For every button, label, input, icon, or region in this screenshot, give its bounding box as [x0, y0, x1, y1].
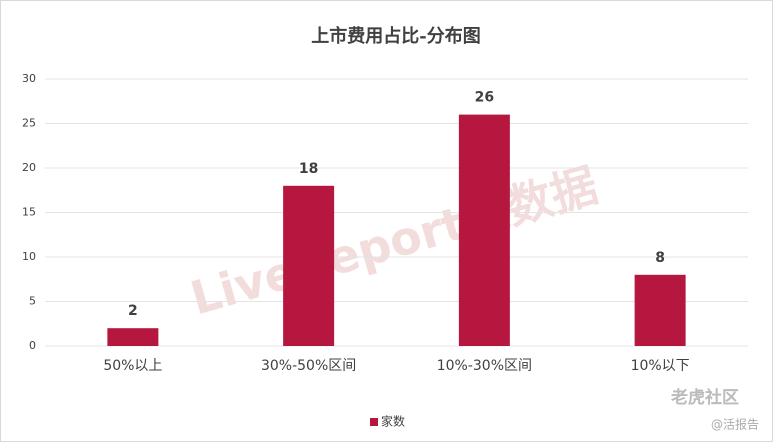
legend-label: 家数: [381, 414, 405, 429]
source-mark: @活报告: [711, 417, 759, 432]
data-label: 8: [655, 250, 665, 266]
source-mark: 老虎社区: [670, 387, 739, 408]
y-tick-label: 25: [22, 117, 36, 130]
chart-title: 上市费用占比-分布图: [311, 25, 480, 47]
data-label: 26: [475, 90, 494, 106]
x-tick-label: 50%以上: [103, 358, 162, 374]
bar: [107, 328, 159, 346]
y-tick-label: 20: [22, 161, 36, 174]
x-tick-label: 10%-30%区间: [437, 358, 532, 374]
x-tick-label: 30%-50%区间: [261, 358, 356, 374]
bar: [634, 274, 686, 346]
bar: [458, 114, 510, 346]
data-label: 18: [299, 161, 318, 177]
bar: [283, 185, 335, 346]
y-tick-label: 15: [22, 206, 36, 219]
data-label: 2: [128, 303, 138, 319]
x-tick-label: 10%以下: [631, 358, 690, 374]
y-tick-label: 10: [22, 250, 36, 263]
legend-swatch: [370, 418, 378, 426]
y-tick-label: 5: [29, 295, 36, 308]
y-tick-label: 30: [22, 72, 36, 85]
y-tick-label: 0: [29, 339, 36, 352]
